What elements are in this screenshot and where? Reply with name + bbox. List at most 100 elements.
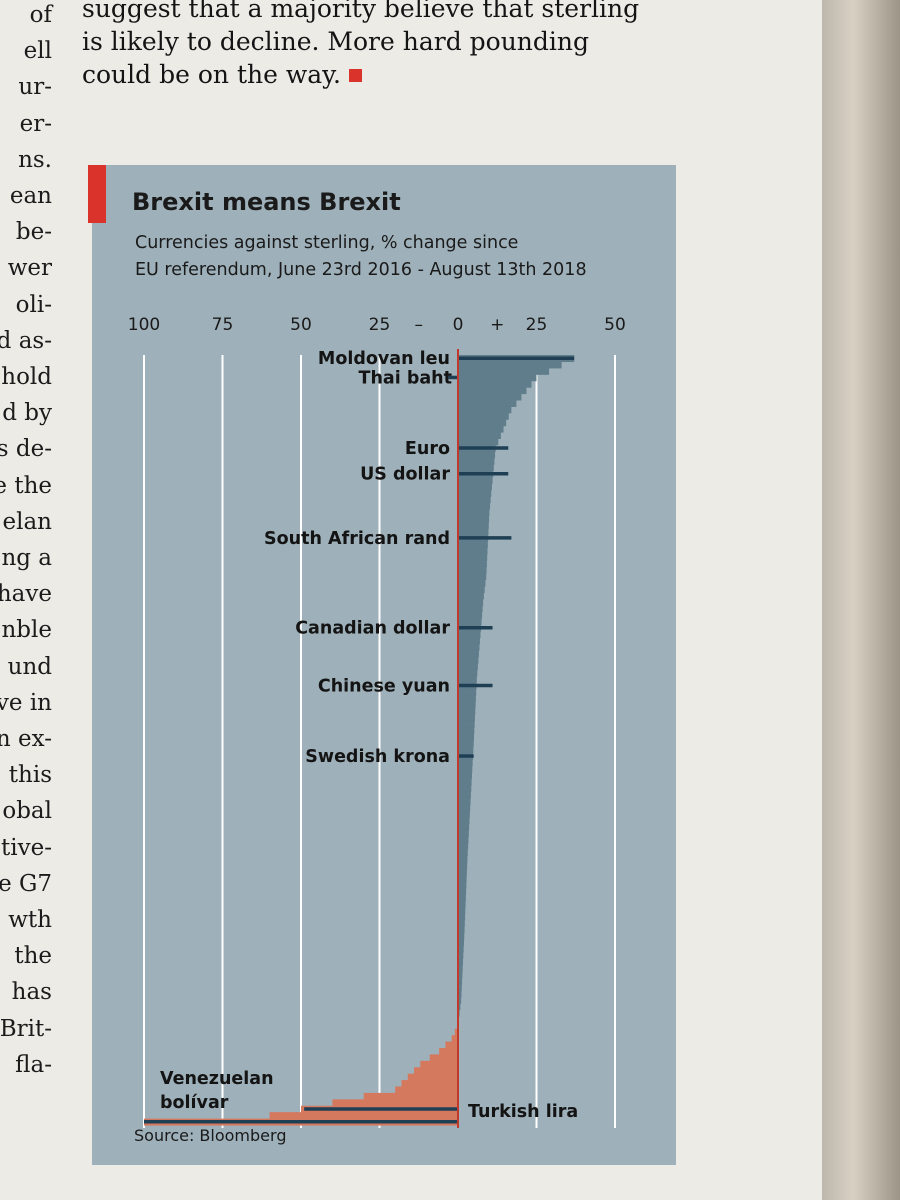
- side-text-fragment: d as-: [0, 327, 52, 354]
- bar: [458, 971, 463, 979]
- bar: [458, 412, 509, 420]
- bar: [458, 528, 489, 536]
- bar: [269, 1112, 458, 1120]
- currency-label: Euro: [405, 439, 450, 459]
- bar: [458, 701, 476, 709]
- bar: [458, 374, 537, 382]
- bar: [458, 650, 479, 658]
- bar: [458, 932, 465, 940]
- currency-label: Canadian dollar: [295, 619, 450, 639]
- bar: [458, 496, 491, 504]
- bar: [401, 1080, 458, 1088]
- bar: [458, 720, 475, 728]
- bar: [458, 778, 472, 786]
- bar: [458, 489, 492, 497]
- bar: [458, 483, 492, 491]
- bar: [458, 387, 527, 395]
- bar: [458, 547, 488, 555]
- bar: [458, 861, 468, 869]
- bar: [458, 509, 490, 517]
- bar: [458, 829, 469, 837]
- x-tick-label: 25: [526, 315, 548, 335]
- bar: [458, 727, 475, 735]
- body-line-3: could be on the way.: [82, 58, 682, 91]
- bar: [458, 849, 468, 857]
- side-text-fragment: wer: [7, 255, 52, 282]
- side-text-fragment: Brit-: [0, 1015, 52, 1042]
- bar: [458, 399, 517, 407]
- bar: [458, 740, 474, 748]
- bar: [458, 964, 463, 972]
- bar: [458, 868, 467, 876]
- side-text-fragment: e the: [0, 472, 52, 499]
- bar: [458, 438, 499, 446]
- chart-red-tab: [88, 165, 106, 223]
- side-text-fragment: this: [8, 762, 52, 789]
- chart-subtitle-line-1: Currencies against sterling, % change si…: [135, 233, 519, 253]
- side-text-fragment: the: [14, 943, 52, 970]
- bar: [458, 810, 470, 818]
- chart-title: Brexit means Brexit: [132, 188, 401, 216]
- currency-label: US dollar: [360, 465, 450, 485]
- bar: [458, 663, 478, 671]
- currency-label: Chinese yuan: [318, 676, 450, 696]
- bar: [458, 842, 469, 850]
- bar: [458, 618, 482, 626]
- bar: [454, 1028, 458, 1036]
- currency-label: bolívar: [160, 1093, 229, 1113]
- bar: [458, 419, 507, 427]
- bar: [458, 566, 487, 574]
- currency-label: Moldovan leu: [318, 349, 450, 369]
- bar: [458, 425, 504, 433]
- desk-background: [822, 0, 900, 1200]
- bar: [458, 804, 471, 812]
- left-column-text: of ell ur-er-ns. ean be-wer oli-d as-hold d by…: [0, 0, 60, 1200]
- bar: [458, 707, 476, 715]
- bar: [451, 1035, 458, 1043]
- currency-label: Swedish krona: [305, 747, 450, 767]
- side-text-fragment: tive-: [1, 834, 52, 861]
- side-text-fragment: e G7: [0, 870, 52, 897]
- bar: [363, 1092, 458, 1100]
- side-text-fragment: obal: [2, 798, 52, 825]
- x-tick-label: 100: [128, 315, 160, 335]
- bar: [458, 432, 501, 440]
- bar: [429, 1054, 458, 1062]
- bar: [458, 669, 478, 677]
- bar: [458, 746, 474, 754]
- bar: [458, 797, 471, 805]
- side-text-fragment: n ex-: [0, 726, 52, 752]
- side-text-fragment: hold: [1, 364, 52, 390]
- bar: [458, 502, 491, 510]
- side-text-fragment: ns.: [18, 146, 52, 173]
- bar: [458, 592, 484, 600]
- bar: [458, 630, 481, 638]
- x-tick-label: 25: [369, 315, 391, 335]
- side-text-fragment: have: [0, 581, 52, 608]
- bar: [458, 361, 562, 369]
- body-line-1: suggest that a majority believe that ste…: [82, 0, 640, 23]
- x-tick-label: 0: [453, 315, 464, 335]
- bar: [458, 521, 489, 529]
- bar: [458, 688, 477, 696]
- bar: [458, 605, 483, 613]
- bar: [395, 1086, 458, 1094]
- bar: [458, 759, 473, 767]
- bar: [458, 675, 477, 683]
- bar: [407, 1073, 458, 1081]
- side-text-fragment: fla-: [15, 1051, 52, 1078]
- bar: [458, 406, 512, 414]
- bar: [458, 913, 466, 921]
- bar: [458, 367, 550, 375]
- bar: [458, 945, 464, 953]
- side-text-fragment: ell: [23, 38, 52, 65]
- bar: [458, 894, 466, 902]
- side-text-fragment: has: [11, 979, 52, 1006]
- chart-panel: [92, 165, 676, 1165]
- bar: [458, 611, 483, 619]
- bar: [458, 573, 487, 581]
- bar: [458, 457, 495, 465]
- bar: [458, 881, 467, 889]
- body-line-2: is likely to decline. More hard pounding: [82, 27, 590, 56]
